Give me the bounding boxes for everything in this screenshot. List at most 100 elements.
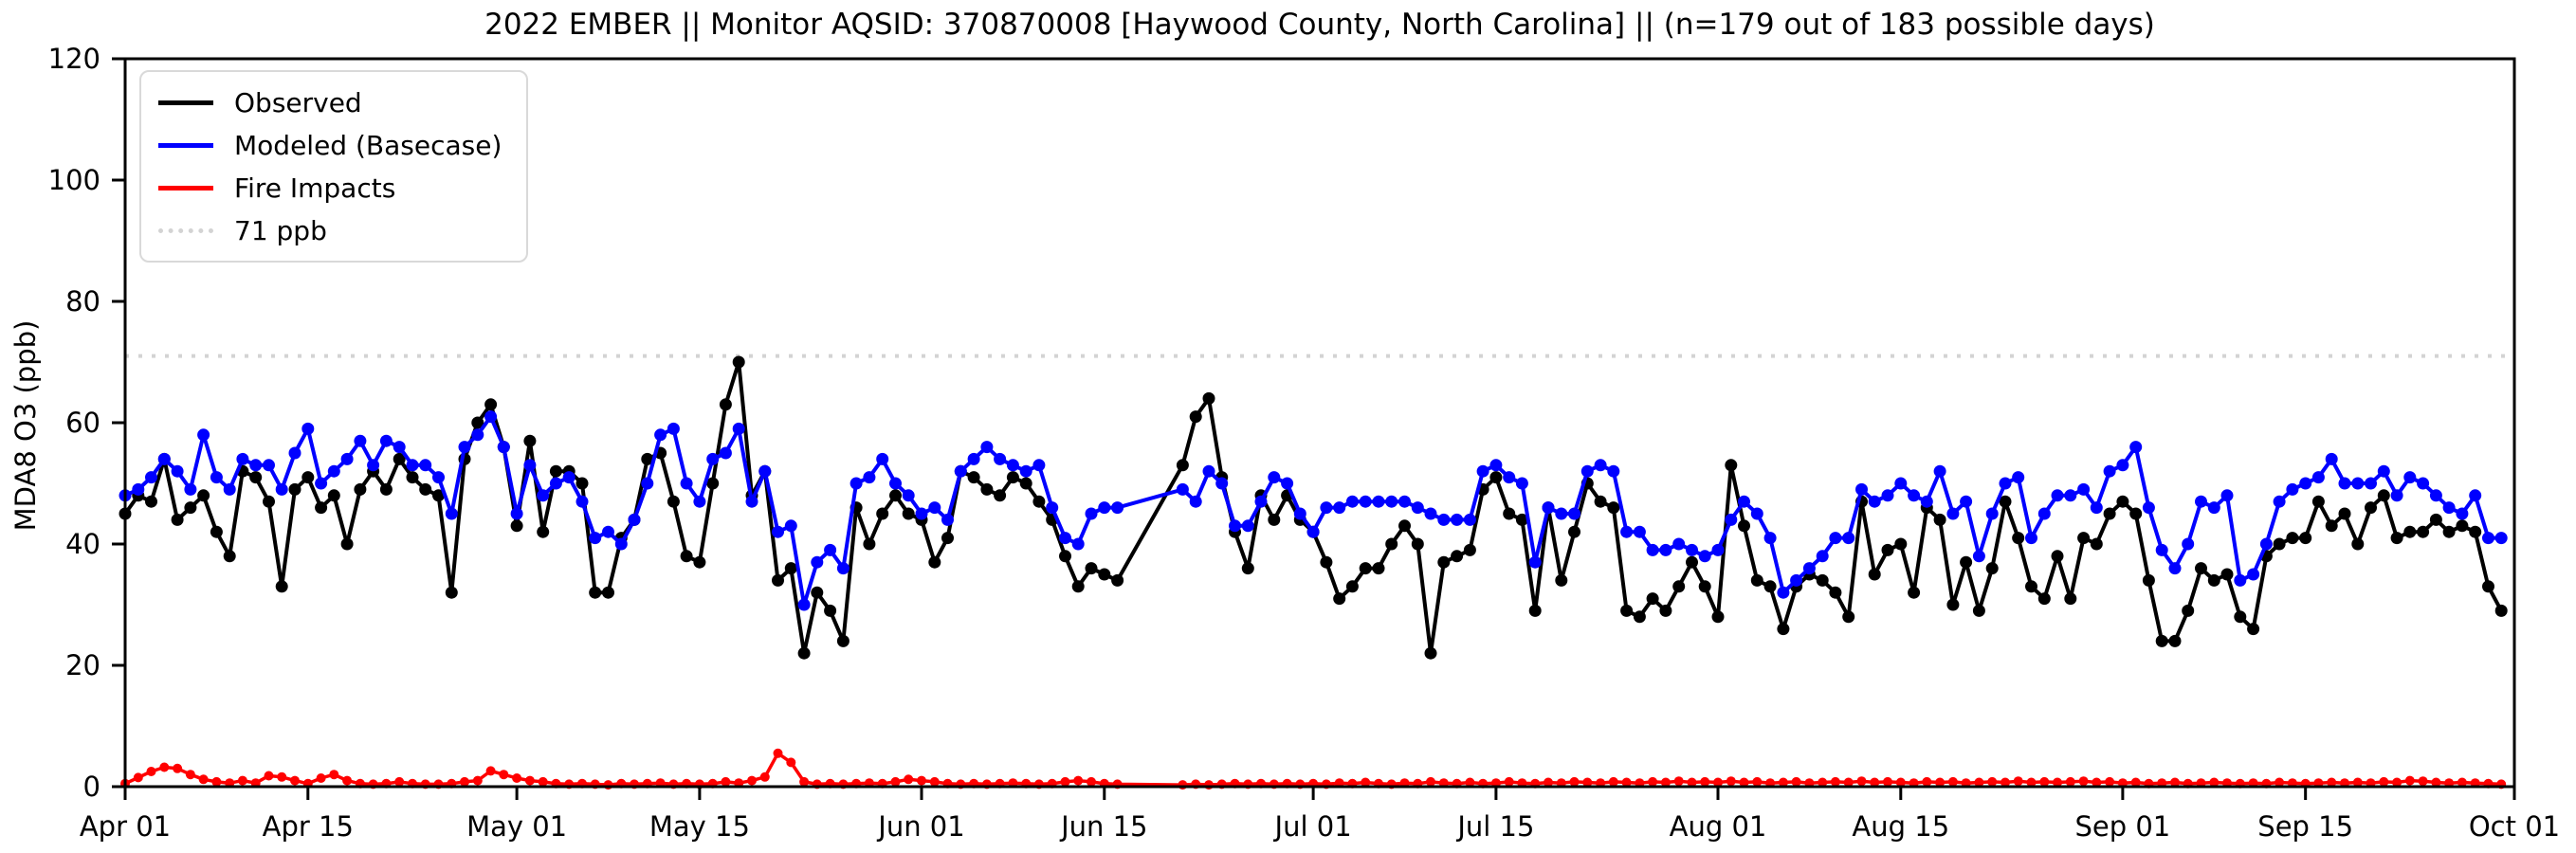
x-tick-label: May 15 bbox=[649, 810, 750, 843]
series-marker-0 bbox=[2168, 634, 2182, 647]
series-marker-0 bbox=[1437, 555, 1451, 569]
series-marker-0 bbox=[1085, 562, 1098, 575]
series-marker-0 bbox=[706, 477, 720, 490]
series-marker-0 bbox=[2390, 532, 2403, 545]
series-marker-2 bbox=[2013, 776, 2023, 787]
series-marker-1 bbox=[2155, 543, 2168, 556]
series-marker-0 bbox=[1725, 459, 1738, 472]
series-marker-1 bbox=[589, 532, 602, 545]
series-marker-2 bbox=[1843, 777, 1854, 788]
series-marker-1 bbox=[1071, 537, 1085, 551]
series-marker-0 bbox=[2103, 507, 2116, 520]
series-marker-0 bbox=[2247, 623, 2260, 636]
series-marker-0 bbox=[1646, 592, 1659, 606]
series-marker-0 bbox=[263, 495, 275, 508]
fire-line-sample-icon bbox=[158, 185, 213, 191]
series-marker-0 bbox=[327, 489, 340, 502]
series-marker-1 bbox=[745, 495, 758, 508]
series-marker-0 bbox=[1698, 580, 1711, 593]
series-marker-1 bbox=[1476, 464, 1489, 478]
series-marker-0 bbox=[863, 537, 876, 551]
series-marker-1 bbox=[824, 543, 837, 556]
series-marker-0 bbox=[1763, 580, 1777, 593]
series-marker-2 bbox=[890, 776, 901, 787]
series-marker-0 bbox=[1750, 573, 1763, 587]
series-marker-2 bbox=[512, 773, 522, 783]
series-marker-0 bbox=[732, 355, 745, 369]
series-marker-1 bbox=[1006, 459, 1019, 472]
series-marker-0 bbox=[549, 464, 562, 478]
series-marker-0 bbox=[171, 513, 184, 526]
series-marker-1 bbox=[1790, 573, 1803, 587]
series-marker-0 bbox=[471, 416, 484, 429]
series-marker-2 bbox=[2327, 777, 2337, 788]
series-marker-0 bbox=[1451, 550, 1464, 563]
series-marker-1 bbox=[1920, 495, 1933, 508]
series-marker-0 bbox=[379, 482, 393, 496]
series-marker-2 bbox=[264, 771, 274, 781]
series-marker-0 bbox=[2403, 525, 2417, 538]
series-marker-0 bbox=[1881, 543, 1894, 556]
series-marker-0 bbox=[2469, 525, 2482, 538]
series-marker-1 bbox=[249, 459, 263, 472]
series-marker-1 bbox=[902, 489, 915, 502]
series-marker-1 bbox=[954, 464, 967, 478]
y-tick-label: 20 bbox=[65, 649, 100, 681]
series-marker-1 bbox=[1059, 532, 1071, 545]
series-marker-1 bbox=[497, 441, 510, 454]
series-marker-0 bbox=[1568, 525, 1580, 538]
series-marker-0 bbox=[315, 501, 328, 515]
legend-label: 71 ppb bbox=[234, 214, 327, 246]
series-marker-2 bbox=[211, 776, 222, 787]
series-marker-0 bbox=[928, 555, 941, 569]
series-marker-1 bbox=[2442, 501, 2456, 515]
series-marker-0 bbox=[2051, 550, 2064, 563]
series-marker-2 bbox=[747, 775, 757, 786]
series-marker-1 bbox=[1646, 543, 1659, 556]
x-tick-label: Sep 15 bbox=[2257, 810, 2353, 843]
series-marker-0 bbox=[2207, 573, 2220, 587]
series-marker-1 bbox=[432, 471, 445, 484]
series-marker-2 bbox=[133, 772, 143, 783]
y-tick-label: 60 bbox=[65, 407, 100, 439]
series-marker-0 bbox=[941, 532, 954, 545]
series-marker-2 bbox=[2130, 777, 2141, 788]
series-marker-1 bbox=[2365, 477, 2377, 490]
series-marker-1 bbox=[719, 446, 732, 460]
series-marker-1 bbox=[1424, 507, 1437, 520]
series-marker-2 bbox=[1739, 777, 1749, 788]
series-marker-2 bbox=[460, 776, 469, 787]
x-tick-label: Sep 01 bbox=[2074, 810, 2170, 843]
series-marker-0 bbox=[1607, 501, 1620, 515]
series-marker-0 bbox=[1999, 495, 2012, 508]
series-marker-0 bbox=[419, 482, 432, 496]
series-marker-0 bbox=[1868, 568, 1881, 581]
legend-item-observed: Observed bbox=[158, 85, 502, 119]
x-tick-label: Oct 01 bbox=[2469, 810, 2560, 843]
y-tick-label: 80 bbox=[65, 285, 100, 318]
series-marker-1 bbox=[772, 525, 784, 538]
series-marker-0 bbox=[967, 471, 980, 484]
modeled-line-sample-icon bbox=[158, 142, 213, 148]
x-tick-label: Jun 15 bbox=[1059, 810, 1147, 843]
series-marker-0 bbox=[1176, 459, 1189, 472]
x-tick-label: Jun 01 bbox=[876, 810, 964, 843]
series-marker-1 bbox=[1268, 471, 1281, 484]
series-marker-1 bbox=[1293, 507, 1306, 520]
series-marker-1 bbox=[275, 482, 288, 496]
series-marker-2 bbox=[1974, 777, 1984, 788]
series-marker-2 bbox=[2065, 776, 2075, 787]
series-marker-1 bbox=[315, 477, 328, 490]
series-marker-2 bbox=[1752, 776, 1763, 787]
series-marker-0 bbox=[484, 398, 498, 411]
x-tick-label: Jul 01 bbox=[1273, 810, 1352, 843]
series-marker-2 bbox=[2209, 777, 2220, 788]
series-marker-1 bbox=[1085, 507, 1098, 520]
x-tick-label: Apr 15 bbox=[263, 810, 354, 843]
legend-item-fire: Fire Impacts bbox=[158, 171, 502, 205]
series-marker-2 bbox=[485, 766, 496, 776]
series-marker-1 bbox=[458, 441, 471, 454]
series-marker-0 bbox=[523, 434, 537, 447]
series-marker-1 bbox=[641, 477, 654, 490]
series-marker-1 bbox=[1515, 477, 1528, 490]
